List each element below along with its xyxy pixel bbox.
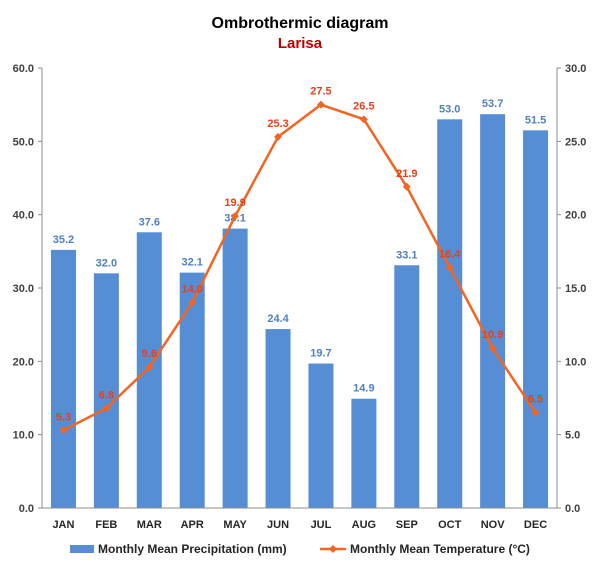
left-y-axis: 0.0 10.0 20.0 30.0 40.0 50.0 60.0 xyxy=(13,63,43,515)
legend-precipitation-swatch xyxy=(70,545,94,553)
temperature-point xyxy=(531,408,540,417)
month-axis: JAN FEB MAR APR MAY JUN JUL AUG SEP OCT NOV DEC xyxy=(42,507,557,531)
precipitation-value-label: 53.0 xyxy=(439,103,460,115)
precipitation-bar xyxy=(523,130,549,509)
temperature-value-label: 21.9 xyxy=(396,168,417,180)
precipitation-bar xyxy=(480,114,506,508)
left-tick-label: 0.0 xyxy=(19,503,34,515)
temperature-value-label: 6.8 xyxy=(99,389,114,401)
month-tick-label: FEB xyxy=(95,519,117,531)
temperature-point xyxy=(274,132,283,141)
precipitation-value-label: 19.7 xyxy=(310,348,331,360)
chart-subtitle: Larisa xyxy=(278,35,323,52)
temperature-value-label: 27.5 xyxy=(310,86,331,98)
precipitation-bars xyxy=(50,114,549,509)
legend: Monthly Mean Precipitation (mm) Monthly … xyxy=(70,542,530,556)
month-tick-label: SEP xyxy=(396,519,418,531)
temperature-value-label: 10.9 xyxy=(482,329,503,341)
legend-temperature-marker xyxy=(329,545,337,553)
precipitation-value-label: 51.5 xyxy=(525,114,546,126)
left-tick-label: 20.0 xyxy=(13,356,34,368)
month-tick-label: AUG xyxy=(352,519,376,531)
temperature-value-label: 25.3 xyxy=(267,118,288,130)
right-tick-label: 15.0 xyxy=(565,283,586,295)
temperature-point xyxy=(145,363,154,372)
month-tick-label: JAN xyxy=(52,519,74,531)
temperature-line xyxy=(62,103,537,432)
temperature-value-label: 6.5 xyxy=(528,394,543,406)
precipitation-data-labels: 35.232.037.632.138.124.419.714.933.153.0… xyxy=(53,98,547,395)
month-tick-label: NOV xyxy=(481,519,506,531)
left-tick-label: 60.0 xyxy=(13,63,34,75)
temperature-data-labels: 5.3 6.8 9.6 14.0 19.9 25.3 27.5 26.5 21.9 16.4 10.… xyxy=(56,86,543,424)
month-tick-label: JUL xyxy=(311,519,332,531)
left-tick-label: 30.0 xyxy=(13,283,34,295)
precipitation-bar xyxy=(437,119,463,508)
left-tick-label: 40.0 xyxy=(13,210,34,222)
temperature-point xyxy=(188,298,197,307)
precipitation-value-label: 35.2 xyxy=(53,234,74,246)
temperature-point xyxy=(488,344,497,353)
precipitation-bar xyxy=(265,329,291,508)
chart-title: Ombrothermic diagram xyxy=(212,15,389,32)
temperature-value-label: 16.4 xyxy=(439,248,461,260)
temperature-value-label: 26.5 xyxy=(353,100,374,112)
precipitation-bar xyxy=(308,363,334,508)
precipitation-value-label: 32.0 xyxy=(96,257,117,269)
temperature-point xyxy=(402,182,411,191)
temperature-value-label: 19.9 xyxy=(224,197,245,209)
precipitation-value-label: 33.1 xyxy=(396,249,417,261)
precipitation-bar xyxy=(394,265,420,508)
month-tick-label: APR xyxy=(181,519,204,531)
month-tick-label: MAR xyxy=(137,519,162,531)
legend-temperature-label: Monthly Mean Temperature (°C) xyxy=(350,542,530,556)
temperature-line-group xyxy=(59,100,540,435)
right-y-axis: 0.0 5.0 10.0 15.0 20.0 25.0 30.0 xyxy=(556,63,586,515)
temperature-value-label: 5.3 xyxy=(56,411,71,423)
left-tick-label: 10.0 xyxy=(13,430,34,442)
right-tick-label: 10.0 xyxy=(565,356,586,368)
temperature-point xyxy=(445,263,454,272)
month-tick-label: OCT xyxy=(438,519,462,531)
precipitation-bar xyxy=(222,228,248,508)
precipitation-bar xyxy=(50,249,76,508)
temperature-value-label: 9.6 xyxy=(142,348,157,360)
temperature-point xyxy=(231,212,240,221)
precipitation-value-label: 53.7 xyxy=(482,98,503,110)
left-tick-label: 50.0 xyxy=(13,136,34,148)
precipitation-bar xyxy=(93,273,119,508)
temperature-value-label: 14.0 xyxy=(181,284,202,296)
precipitation-value-label: 24.4 xyxy=(267,313,289,325)
right-tick-label: 30.0 xyxy=(565,63,586,75)
precipitation-bar xyxy=(179,272,205,508)
right-tick-label: 0.0 xyxy=(565,503,580,515)
month-tick-label: JUN xyxy=(267,519,289,531)
temperature-point xyxy=(102,404,111,413)
temperature-point xyxy=(359,115,368,124)
right-tick-label: 5.0 xyxy=(565,430,580,442)
month-tick-label: MAY xyxy=(223,519,247,531)
precipitation-value-label: 14.9 xyxy=(353,383,374,395)
temperature-point xyxy=(59,426,68,435)
month-tick-label: DEC xyxy=(524,519,547,531)
precipitation-value-label: 37.6 xyxy=(139,216,160,228)
temperature-point xyxy=(316,100,325,109)
legend-precipitation-label: Monthly Mean Precipitation (mm) xyxy=(98,542,287,556)
right-tick-label: 25.0 xyxy=(565,136,586,148)
precipitation-value-label: 32.1 xyxy=(181,257,202,269)
right-tick-label: 20.0 xyxy=(565,210,586,222)
precipitation-bar xyxy=(351,398,377,508)
